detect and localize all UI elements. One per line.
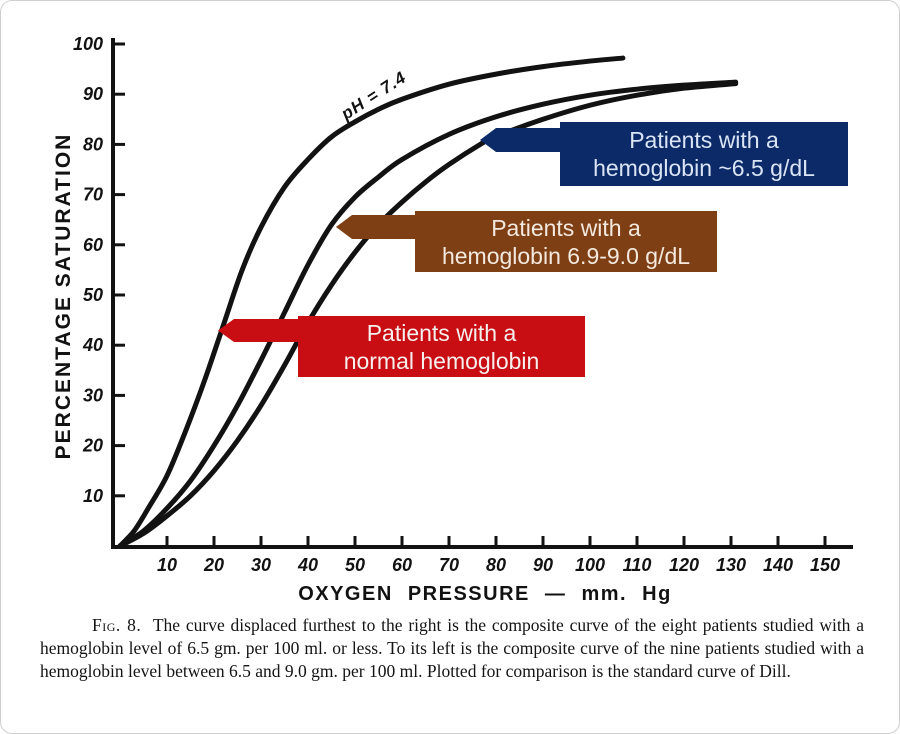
figure-caption-text: The curve displaced furthest to the righ… — [40, 615, 865, 682]
x-tick-label: 120 — [669, 555, 699, 575]
x-tick-label: 140 — [763, 555, 793, 575]
x-tick-label: 10 — [157, 555, 177, 575]
callout-hemoglobin-6-9-to-9-0: Patients with a hemoglobin 6.9-9.0 g/dL — [336, 211, 717, 272]
x-tick-label: 50 — [345, 555, 365, 575]
y-tick-label: 40 — [82, 335, 103, 355]
x-axis-title: OXYGEN PRESSURE — mm. Hg — [298, 583, 672, 605]
y-tick-label: 50 — [83, 285, 103, 305]
dissociation-curve-chart: 10 20 30 40 50 60 70 80 90 100 10 20 30 40 50 60 70 80 90 1… — [73, 34, 853, 575]
callout-hemoglobin-6-5: Patients with a hemoglobin ~6.5 g/dL — [480, 122, 848, 186]
callout-line1: Patients with a — [629, 127, 779, 153]
curve-0 — [117, 55, 626, 549]
y-tick-label: 30 — [83, 385, 103, 405]
y-tick-label: 90 — [83, 84, 103, 104]
callout-arrow-tail — [480, 128, 566, 152]
callout-line1: Patients with a — [491, 214, 641, 241]
callout-line1: Patients with a — [366, 319, 517, 346]
y-tick-label: 60 — [83, 235, 103, 255]
callout-label: Patients with a hemoglobin 6.9-9.0 g/dL — [415, 211, 717, 272]
callout-line2: hemoglobin 6.9-9.0 g/dL — [441, 242, 691, 269]
figure-caption-label: Fig. 8. — [92, 615, 142, 635]
callout-line2: hemoglobin ~6.5 g/dL — [593, 155, 815, 181]
y-tick-label: 100 — [73, 34, 103, 54]
x-tick-label: 150 — [810, 555, 840, 575]
callout-arrow-tail — [336, 215, 421, 239]
x-tick-label: 70 — [439, 555, 459, 575]
y-axis-title: PERCENTAGE SATURATION — [52, 132, 75, 460]
curve-1 — [117, 79, 739, 549]
y-tick-label: 10 — [83, 486, 103, 506]
callout-arrow-tail — [218, 319, 304, 342]
x-tick-label: 20 — [203, 555, 224, 575]
x-tick-label: 90 — [533, 555, 553, 575]
y-tick-label: 70 — [83, 185, 103, 205]
x-tick-label: 130 — [716, 555, 746, 575]
x-tick-label: 40 — [297, 555, 318, 575]
x-tick-label: 110 — [623, 555, 652, 575]
callout-label: Patients with a hemoglobin ~6.5 g/dL — [560, 122, 848, 186]
dissociation-curve-figure: 10 20 30 40 50 60 70 80 90 100 10 20 30 40 50 60 70 80 90 1… — [52, 34, 853, 605]
callout-line2: normal hemoglobin — [343, 347, 540, 374]
x-tick-label: 100 — [575, 555, 605, 575]
x-tick-label: 60 — [392, 555, 412, 575]
callout-label: Patients with a normal hemoglobin — [298, 316, 585, 377]
y-tick-label: 20 — [82, 436, 103, 456]
figure-caption: Fig. 8. The curve displaced furthest to … — [40, 614, 864, 683]
axes-lines — [111, 38, 853, 549]
callout-normal-hemoglobin: Patients with a normal hemoglobin — [218, 316, 585, 377]
x-tick-label: 30 — [251, 555, 271, 575]
y-tick-label: 80 — [83, 134, 103, 154]
x-tick-label: 80 — [486, 555, 506, 575]
